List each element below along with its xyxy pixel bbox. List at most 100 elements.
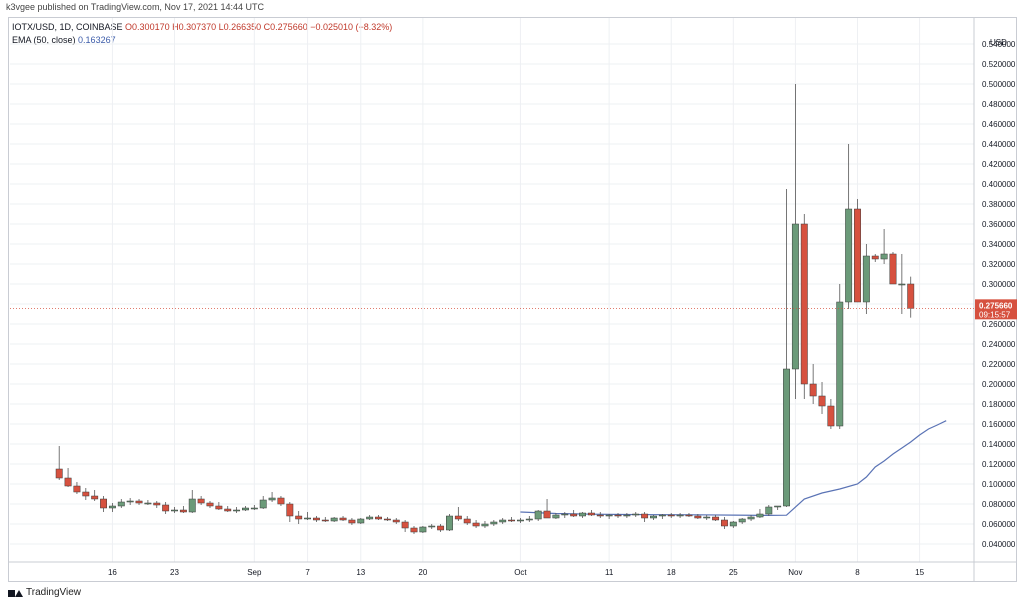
candle xyxy=(712,515,720,521)
y-tick-label: 0.100000 xyxy=(982,480,1016,489)
candle xyxy=(774,505,782,510)
candle-body xyxy=(650,515,657,519)
brand-name: TradingView xyxy=(26,587,82,598)
candle xyxy=(295,511,303,524)
ema-series-line xyxy=(520,420,947,517)
x-tick-label: 25 xyxy=(729,568,738,577)
x-tick-label: 7 xyxy=(305,568,310,577)
symbol-info[interactable]: IOTX/USD, 1D, COINBASE xyxy=(12,22,123,32)
candle xyxy=(171,507,178,513)
candle xyxy=(880,229,888,264)
candle xyxy=(268,492,276,502)
candle xyxy=(348,518,356,525)
candle xyxy=(277,496,285,506)
currency-label: USD xyxy=(990,38,1007,47)
candle xyxy=(783,189,790,507)
y-tick-label: 0.200000 xyxy=(982,380,1016,389)
candle-body xyxy=(339,517,347,521)
candle-body xyxy=(579,512,586,517)
ohlc-values: O0.300170 H0.307370 L0.266350 C0.275660 … xyxy=(125,22,393,32)
candle xyxy=(312,516,320,522)
x-tick-label: 15 xyxy=(915,568,924,577)
candle xyxy=(224,506,232,512)
candle xyxy=(605,514,613,519)
ema-label: EMA (50, close) xyxy=(12,35,76,45)
y-tick-label: 0.320000 xyxy=(982,260,1016,269)
candle xyxy=(233,507,241,513)
candle xyxy=(516,518,524,523)
candle xyxy=(454,507,462,521)
candle-body xyxy=(162,504,170,512)
footer[interactable]: TradingView xyxy=(8,587,81,598)
candle-body xyxy=(827,405,835,427)
candle-body xyxy=(809,383,817,397)
candle xyxy=(818,382,826,414)
publisher-line: k3vgee published on TradingView.com, Nov… xyxy=(6,2,264,12)
candle-body xyxy=(410,527,418,533)
tradingview-logo-icon xyxy=(8,588,23,598)
y-tick-label: 0.440000 xyxy=(982,140,1016,149)
y-tick-label: 0.140000 xyxy=(982,440,1016,449)
y-tick-label: 0.540000 xyxy=(982,40,1016,49)
y-tick-label: 0.520000 xyxy=(982,60,1016,69)
candle-body xyxy=(623,514,631,517)
candle-body xyxy=(712,516,720,521)
candle-body xyxy=(800,223,808,385)
candle xyxy=(543,499,551,519)
x-tick-label: 18 xyxy=(667,568,676,577)
candle-body xyxy=(153,502,161,506)
candle-body xyxy=(765,506,773,515)
candle xyxy=(304,512,312,520)
candle xyxy=(579,512,586,518)
x-tick-label: 11 xyxy=(605,568,614,577)
y-tick-label: 0.080000 xyxy=(982,500,1016,509)
candle xyxy=(570,510,578,517)
candle-body xyxy=(889,253,897,285)
candle xyxy=(525,516,533,522)
candle xyxy=(419,526,427,533)
y-tick-label: 0.340000 xyxy=(982,240,1016,249)
y-tick-label: 0.260000 xyxy=(982,320,1016,329)
x-tick-label: 16 xyxy=(108,568,117,577)
x-tick-label: 8 xyxy=(855,568,860,577)
x-tick-label: 13 xyxy=(356,568,365,577)
candle-body xyxy=(543,510,551,519)
y-tick-label: 0.220000 xyxy=(982,360,1016,369)
last-price-label: 0.275660 xyxy=(979,301,1013,310)
candle-body xyxy=(721,519,728,527)
candle-body xyxy=(729,521,737,527)
candle xyxy=(845,144,853,309)
candle-body xyxy=(206,502,214,507)
candle-body xyxy=(676,514,684,517)
candle xyxy=(729,521,737,528)
candle xyxy=(561,512,569,518)
candle-body xyxy=(818,395,826,407)
candle-body xyxy=(188,498,196,513)
candle-body xyxy=(561,513,569,516)
candle xyxy=(126,498,134,505)
candle xyxy=(587,510,595,516)
candle-body xyxy=(596,514,604,517)
candle-body xyxy=(242,507,249,511)
time-axis[interactable]: 16 23 Sep 7 13 20 Oct 11 18 25 Nov 8 15 xyxy=(8,561,1017,577)
candle-body xyxy=(437,525,445,531)
ema-legend[interactable]: EMA (50, close) 0.163267 xyxy=(12,35,116,45)
candle xyxy=(206,501,214,508)
y-tick-label: 0.160000 xyxy=(982,420,1016,429)
candle-body xyxy=(419,526,427,533)
candle-body xyxy=(277,497,285,505)
candle-body xyxy=(756,513,764,518)
candle xyxy=(490,520,498,526)
candle xyxy=(623,513,631,518)
candle-body xyxy=(570,513,578,517)
candle-body xyxy=(286,503,294,517)
candle xyxy=(117,499,125,508)
y-tick-label: 0.360000 xyxy=(982,220,1016,229)
candle xyxy=(73,482,81,494)
candle xyxy=(321,517,329,522)
candle xyxy=(694,514,702,519)
y-tick-label: 0.300000 xyxy=(982,280,1016,289)
candle xyxy=(472,520,480,528)
